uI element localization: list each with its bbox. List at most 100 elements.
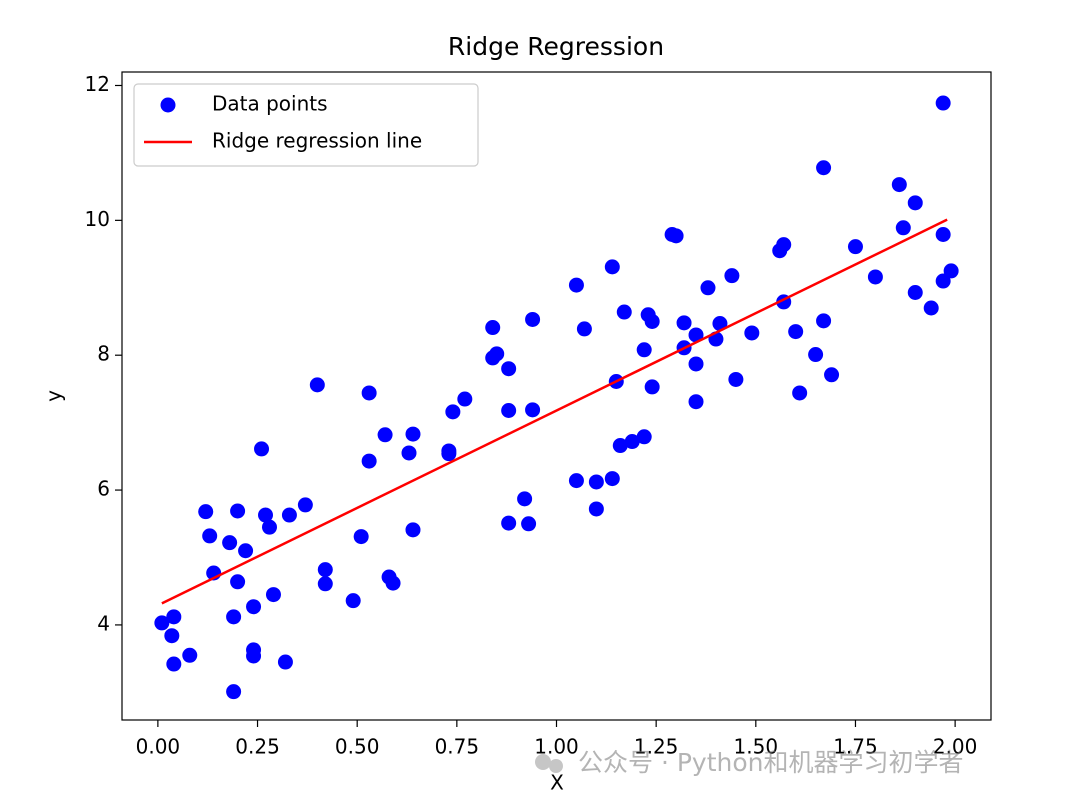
data-point — [712, 316, 728, 332]
data-point — [588, 474, 604, 490]
data-point — [501, 361, 517, 377]
data-point — [568, 473, 584, 489]
data-point — [246, 648, 262, 664]
data-point — [724, 268, 740, 284]
data-point — [728, 371, 744, 387]
data-point — [164, 628, 180, 644]
x-tick-label: 0.75 — [435, 735, 480, 759]
data-point — [588, 501, 604, 517]
chart-title: Ridge Regression — [448, 32, 664, 61]
data-point — [385, 575, 401, 591]
data-point — [935, 95, 951, 111]
watermark-icon — [535, 754, 551, 770]
data-point — [895, 220, 911, 236]
data-point — [700, 280, 716, 296]
data-point — [501, 515, 517, 531]
x-tick-label: 0.00 — [136, 735, 181, 759]
data-point — [604, 471, 620, 487]
data-point — [258, 507, 274, 523]
data-point — [744, 325, 760, 341]
data-point — [816, 160, 832, 176]
data-point — [891, 177, 907, 193]
data-point — [361, 385, 377, 401]
data-point — [445, 404, 461, 420]
data-point — [517, 491, 533, 507]
x-tick-label: 1.25 — [634, 735, 679, 759]
data-point — [867, 269, 883, 285]
x-tick-label: 1.50 — [734, 735, 779, 759]
data-point — [644, 313, 660, 329]
data-point — [317, 576, 333, 592]
data-point — [377, 427, 393, 443]
watermark: 公众号 · Python和机器学习初学者 — [535, 748, 964, 777]
data-point — [636, 342, 652, 358]
data-point — [166, 656, 182, 672]
data-point — [935, 227, 951, 243]
legend-box — [133, 83, 479, 167]
data-point — [230, 503, 246, 519]
data-point — [923, 300, 939, 316]
data-point — [353, 529, 369, 545]
watermark-text: 公众号 · Python和机器学习初学者 — [578, 748, 964, 777]
data-point — [405, 522, 421, 538]
data-point — [624, 434, 640, 450]
data-point — [265, 587, 281, 603]
data-point — [808, 347, 824, 363]
x-tick-label: 2.00 — [933, 735, 978, 759]
plot-frame — [121, 71, 992, 721]
data-point — [943, 263, 959, 279]
data-point — [226, 609, 242, 625]
data-point — [521, 516, 537, 532]
data-point — [688, 394, 704, 410]
data-point — [576, 321, 592, 337]
data-point — [457, 391, 473, 407]
data-point — [297, 497, 313, 513]
data-point — [230, 574, 246, 590]
data-point — [489, 346, 505, 362]
data-point — [261, 519, 277, 535]
legend-swatch — [160, 97, 176, 113]
data-point — [816, 313, 832, 329]
y-tick-label: 8 — [97, 342, 110, 366]
data-point — [644, 379, 660, 395]
y-axis-label: y — [42, 390, 66, 402]
data-point — [202, 528, 218, 544]
data-point — [636, 429, 652, 445]
data-point — [238, 543, 254, 559]
data-point — [668, 228, 684, 244]
data-point — [441, 443, 457, 459]
data-point — [776, 237, 792, 253]
data-point — [166, 609, 182, 625]
data-point — [612, 438, 628, 454]
y-tick-label: 10 — [85, 207, 110, 231]
data-point — [788, 324, 804, 340]
data-point — [345, 593, 361, 609]
y-tick-label: 6 — [97, 477, 110, 501]
data-point — [198, 504, 214, 520]
data-point — [281, 507, 297, 523]
data-point — [485, 320, 501, 336]
data-point — [525, 311, 541, 327]
data-point — [361, 453, 377, 469]
data-point — [254, 441, 270, 457]
data-point — [222, 535, 238, 551]
data-point — [277, 654, 293, 670]
data-point — [676, 315, 692, 331]
data-point — [688, 356, 704, 372]
x-tick-label: 1.75 — [833, 735, 878, 759]
y-tick-label: 12 — [85, 72, 110, 96]
data-point — [501, 402, 517, 418]
legend-label: Ridge regression line — [212, 129, 422, 153]
regression-line — [161, 218, 948, 605]
data-point — [935, 273, 951, 289]
x-tick-label: 0.25 — [235, 735, 280, 759]
watermark-icon — [549, 759, 563, 773]
data-point — [309, 377, 325, 393]
x-axis-label: X — [550, 771, 564, 795]
data-point — [824, 367, 840, 383]
x-tick-label: 0.50 — [335, 735, 380, 759]
data-point — [907, 284, 923, 300]
data-point — [226, 684, 242, 700]
data-point — [525, 402, 541, 418]
